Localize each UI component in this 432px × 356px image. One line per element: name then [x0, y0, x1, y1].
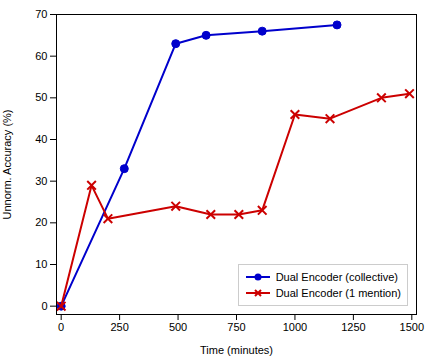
svg-text:50: 50: [35, 91, 47, 103]
svg-text:10: 10: [35, 258, 47, 270]
svg-text:20: 20: [35, 216, 47, 228]
svg-text:500: 500: [169, 321, 187, 333]
html-text:Dual Encoder (collective): Dual Encoder (collective): [275, 271, 398, 283]
svg-text:Unnorm. Accuracy (%): Unnorm. Accuracy (%): [1, 109, 13, 219]
svg-text:250: 250: [110, 321, 128, 333]
svg-text:1000: 1000: [283, 321, 307, 333]
svg-text:60: 60: [35, 50, 47, 62]
svg-text:0: 0: [58, 321, 64, 333]
svg-text:40: 40: [35, 133, 47, 145]
html-text:Dual Encoder (1 mention): Dual Encoder (1 mention): [275, 287, 401, 299]
svg-text:70: 70: [35, 8, 47, 20]
svg-text:0: 0: [41, 300, 47, 312]
svg-text:750: 750: [227, 321, 245, 333]
svg-text:1500: 1500: [400, 321, 424, 333]
svg-text:1250: 1250: [341, 321, 365, 333]
svg-text:30: 30: [35, 175, 47, 187]
svg-text:Time (minutes): Time (minutes): [200, 344, 273, 356]
